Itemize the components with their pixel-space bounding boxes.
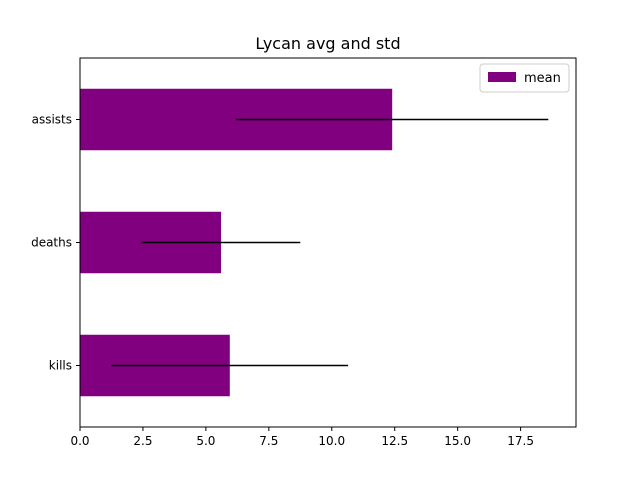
x-tick-label: 7.5 (259, 434, 278, 448)
x-tick-label: 17.5 (507, 434, 534, 448)
x-tick-label: 10.0 (318, 434, 345, 448)
y-tick-label-assists: assists (32, 113, 72, 127)
legend-label-mean: mean (524, 71, 561, 86)
plot-area: 0.0 2.5 5.0 7.5 10.0 12.5 15.0 17.5 kills deaths a… (31, 57, 577, 448)
y-tick-label-kills: kills (49, 359, 72, 373)
chart-title: Lycan avg and std (255, 34, 400, 53)
legend: mean (479, 63, 570, 93)
y-tick-label-deaths: deaths (31, 236, 72, 250)
x-tick-label: 12.5 (381, 434, 408, 448)
x-tick-label: 2.5 (133, 434, 152, 448)
x-tick-label: 5.0 (196, 434, 215, 448)
legend-box (479, 63, 570, 93)
legend-swatch-mean (488, 72, 516, 82)
x-tick-label: 15.0 (444, 434, 471, 448)
x-tick-label: 0.0 (70, 434, 89, 448)
